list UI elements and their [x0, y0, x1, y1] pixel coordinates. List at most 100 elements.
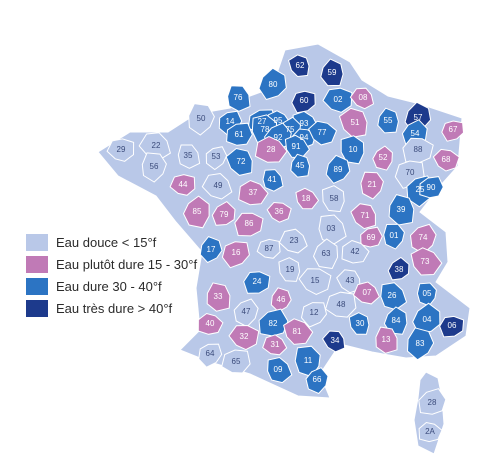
department-49: [201, 172, 233, 200]
department-label-66: 66: [313, 375, 322, 384]
department-label-60: 60: [300, 96, 309, 105]
department-label-70: 70: [406, 168, 415, 177]
department-56: [141, 152, 167, 183]
department-label-02: 02: [334, 95, 343, 104]
legend: Eau douce < 15°f Eau plutôt dure 15 - 30…: [26, 232, 197, 320]
department-label-74: 74: [419, 233, 428, 242]
department-label-61: 61: [235, 130, 244, 139]
department-label-36: 36: [275, 207, 284, 216]
department-label-84: 84: [392, 316, 401, 325]
legend-swatch-plutot-dure: [26, 256, 48, 273]
department-13: [375, 326, 398, 354]
department-label-75: 75: [286, 125, 295, 134]
department-label-21: 21: [368, 180, 377, 189]
department-label-49: 49: [214, 181, 223, 190]
department-90: [419, 176, 444, 199]
department-label-90: 90: [427, 183, 436, 192]
department-label-38: 38: [395, 265, 404, 274]
department-2B: [418, 388, 447, 415]
department-label-19: 19: [286, 265, 295, 274]
department-80: [258, 67, 287, 101]
department-43: [336, 269, 361, 294]
department-label-88: 88: [414, 145, 423, 154]
department-label-27: 27: [258, 117, 267, 126]
department-label-89: 89: [334, 165, 343, 174]
department-label-57: 57: [414, 113, 423, 122]
legend-item-douce: Eau douce < 15°f: [26, 232, 197, 253]
legend-swatch-douce: [26, 234, 48, 251]
department-label-92: 92: [274, 133, 283, 142]
department-label-47: 47: [242, 307, 251, 316]
department-label-95: 95: [274, 116, 283, 125]
department-label-2A: 2A: [425, 427, 435, 436]
department-label-44: 44: [179, 180, 188, 189]
department-09: [267, 356, 293, 384]
department-label-13: 13: [382, 335, 391, 344]
department-06: [439, 315, 465, 338]
legend-label-dure: Eau dure 30 - 40°f: [56, 279, 162, 294]
department-label-06: 06: [448, 321, 457, 330]
department-label-50: 50: [197, 114, 206, 123]
department-label-58: 58: [330, 194, 339, 203]
department-label-22: 22: [152, 141, 161, 150]
department-81: [283, 318, 314, 345]
department-label-52: 52: [379, 153, 388, 162]
department-60: [291, 90, 316, 114]
legend-item-tres-dure: Eau très dure > 40°f: [26, 298, 197, 319]
department-label-83: 83: [416, 339, 425, 348]
department-label-68: 68: [442, 155, 451, 164]
department-21: [360, 171, 384, 200]
department-86: [234, 212, 264, 237]
department-label-80: 80: [269, 80, 278, 89]
department-label-46: 46: [277, 295, 286, 304]
department-label-76: 76: [234, 93, 243, 102]
department-55: [377, 107, 399, 134]
department-label-04: 04: [423, 315, 432, 324]
department-label-08: 08: [359, 93, 368, 102]
department-label-34: 34: [331, 336, 340, 345]
department-26: [380, 282, 408, 311]
department-label-73: 73: [421, 257, 430, 266]
department-label-77: 77: [318, 128, 327, 137]
department-label-93: 93: [300, 119, 309, 128]
department-18: [295, 187, 320, 210]
department-label-56: 56: [150, 162, 159, 171]
department-label-30: 30: [356, 319, 365, 328]
legend-item-plutot-dure: Eau plutôt dure 15 - 30°f: [26, 254, 197, 275]
department-label-31: 31: [271, 340, 280, 349]
department-82: [258, 308, 289, 337]
department-label-59: 59: [328, 68, 337, 77]
department-51: [338, 107, 368, 138]
department-label-45: 45: [296, 161, 305, 170]
department-label-65: 65: [232, 357, 241, 366]
department-36: [266, 201, 292, 223]
department-label-64: 64: [206, 349, 215, 358]
department-label-14: 14: [226, 117, 235, 126]
department-38: [387, 256, 410, 281]
department-label-78: 78: [261, 125, 270, 134]
department-73: [410, 247, 443, 276]
department-23: [278, 228, 308, 254]
department-52: [372, 145, 393, 171]
department-29: [106, 138, 135, 162]
department-label-55: 55: [384, 116, 393, 125]
department-label-2B: 28: [428, 398, 437, 407]
department-label-42: 42: [351, 247, 360, 256]
department-label-07: 07: [363, 288, 372, 297]
department-label-82: 82: [269, 319, 278, 328]
department-shapes: [97, 43, 471, 455]
department-24: [243, 271, 271, 294]
department-label-71: 71: [361, 211, 370, 220]
department-61: [226, 122, 253, 146]
department-label-53: 53: [212, 152, 221, 161]
department-48: [324, 291, 357, 318]
department-label-15: 15: [311, 276, 320, 285]
legend-label-tres-dure: Eau très dure > 40°f: [56, 301, 173, 316]
department-07: [352, 281, 381, 305]
department-77: [307, 120, 338, 146]
department-label-85: 85: [193, 207, 202, 216]
department-16: [221, 241, 250, 269]
department-label-18: 18: [302, 194, 311, 203]
department-label-39: 39: [397, 205, 406, 214]
